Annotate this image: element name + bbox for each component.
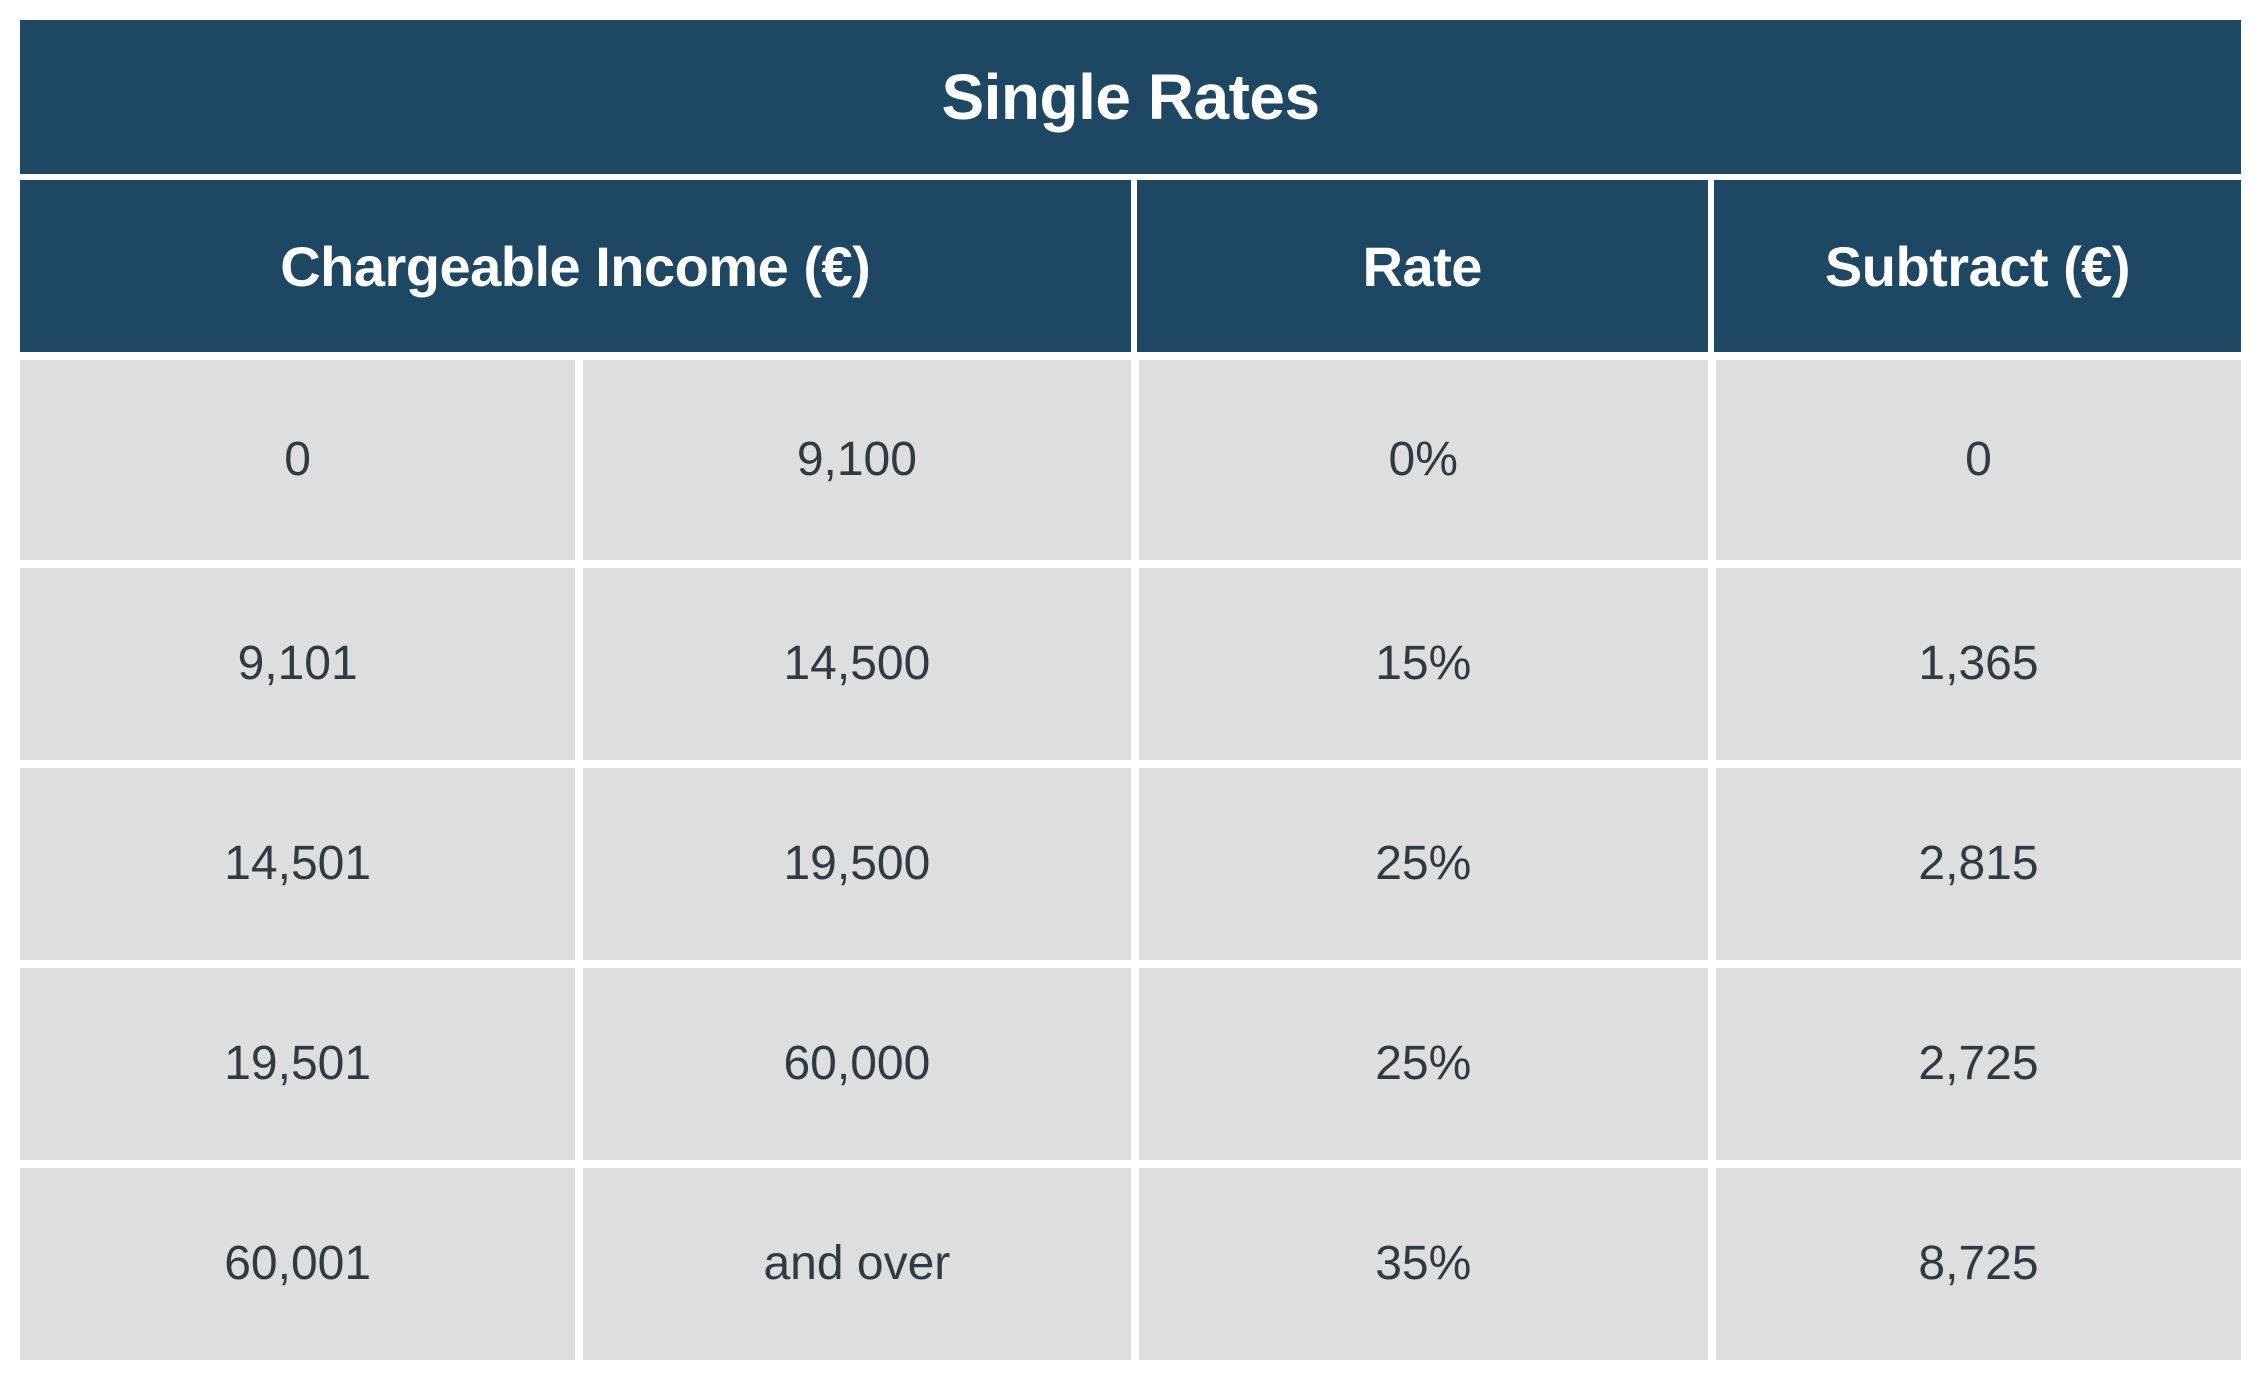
income-to-cell: 9,100 xyxy=(575,360,1130,560)
table-row: 19,501 60,000 25% 2,725 xyxy=(20,960,2241,1160)
table-header-row: Chargeable Income (€) Rate Subtract (€) xyxy=(20,180,2241,360)
rate-cell: 25% xyxy=(1131,760,1708,960)
income-from-cell: 14,501 xyxy=(20,760,575,960)
rate-cell: 35% xyxy=(1131,1160,1708,1360)
rates-table-container: Single Rates Chargeable Income (€) Rate … xyxy=(20,20,2241,1360)
rates-table: Single Rates Chargeable Income (€) Rate … xyxy=(20,20,2241,1360)
rate-cell: 25% xyxy=(1131,960,1708,1160)
income-from-cell: 60,001 xyxy=(20,1160,575,1360)
income-from-cell: 9,101 xyxy=(20,560,575,760)
subtract-cell: 2,815 xyxy=(1708,760,2241,960)
column-header-subtract: Subtract (€) xyxy=(1708,180,2241,360)
table-row: 9,101 14,500 15% 1,365 xyxy=(20,560,2241,760)
income-from-cell: 0 xyxy=(20,360,575,560)
column-header-rate: Rate xyxy=(1131,180,1708,360)
subtract-cell: 0 xyxy=(1708,360,2241,560)
income-to-cell: 14,500 xyxy=(575,560,1130,760)
subtract-cell: 2,725 xyxy=(1708,960,2241,1160)
subtract-cell: 1,365 xyxy=(1708,560,2241,760)
table-row: 60,001 and over 35% 8,725 xyxy=(20,1160,2241,1360)
income-to-cell: 19,500 xyxy=(575,760,1130,960)
income-to-cell: and over xyxy=(575,1160,1130,1360)
rate-cell: 15% xyxy=(1131,560,1708,760)
table-title: Single Rates xyxy=(20,20,2241,180)
table-row: 0 9,100 0% 0 xyxy=(20,360,2241,560)
income-from-cell: 19,501 xyxy=(20,960,575,1160)
income-to-cell: 60,000 xyxy=(575,960,1130,1160)
table-title-row: Single Rates xyxy=(20,20,2241,180)
table-row: 14,501 19,500 25% 2,815 xyxy=(20,760,2241,960)
column-header-chargeable-income: Chargeable Income (€) xyxy=(20,180,1131,360)
subtract-cell: 8,725 xyxy=(1708,1160,2241,1360)
rate-cell: 0% xyxy=(1131,360,1708,560)
